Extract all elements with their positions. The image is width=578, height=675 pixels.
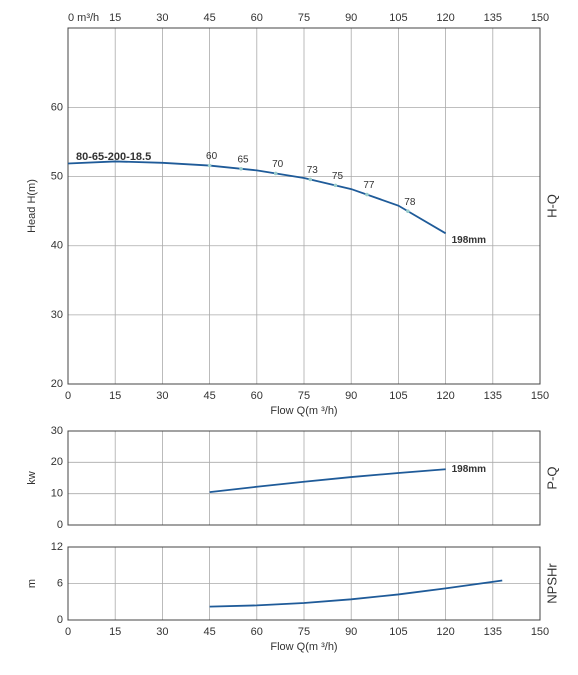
y-axis-label: kw [26,471,38,485]
y-tick-label: 20 [51,456,63,468]
x-tick-label: 150 [531,390,549,402]
line [67,160,447,235]
efficiency-label: 78 [404,197,416,208]
series-label: 198mm [452,464,487,475]
line [209,579,503,608]
x-tick-label: 15 [109,626,121,638]
efficiency-point [207,163,212,168]
x2-tick-label: 60 [251,12,263,24]
x-tick-label: 30 [156,626,168,638]
line [209,468,446,493]
efficiency-point [406,209,410,213]
y-tick-label: 6 [57,577,63,589]
x-tick-label: 75 [298,626,310,638]
efficiency-label: 60 [206,151,218,162]
x-tick-label: 105 [389,626,407,638]
x2-tick-label: 90 [345,12,357,24]
x-tick-label: 120 [436,626,454,638]
efficiency-label: 65 [238,154,250,165]
x-tick-label: 120 [436,390,454,402]
y-tick-label: 0 [57,519,63,531]
side-label: P-Q [544,466,559,489]
y-tick-label: 40 [51,240,63,252]
x2-tick-label: 105 [389,12,407,24]
y-axis-label: m [26,579,38,588]
x-tick-label: 135 [484,390,502,402]
x-tick-label: 135 [484,626,502,638]
efficiency-point [333,183,338,188]
x-tick-label: 30 [156,390,168,402]
x-tick-label: 45 [203,626,215,638]
x-axis-label: Flow Q(m ³/h) [270,405,337,417]
x-axis-label: Flow Q(m ³/h) [270,641,337,653]
efficiency-label: 73 [307,165,319,176]
y-tick-label: 12 [51,541,63,553]
series-label: 198mm [452,235,487,246]
x2-tick-label: 150 [531,12,549,24]
x-tick-label: 90 [345,626,357,638]
x-tick-label: 45 [203,390,215,402]
y-tick-label: 50 [51,171,63,183]
plot-frame [67,27,541,385]
y-tick-label: 10 [51,488,63,500]
y-tick-label: 30 [51,425,63,437]
efficiency-label: 70 [272,159,284,170]
x-tick-label: 15 [109,390,121,402]
x2-tick-label: 75 [298,12,310,24]
x-tick-label: 0 [65,626,71,638]
x-tick-label: 75 [298,390,310,402]
x2-tick-label: 15 [109,12,121,24]
y-tick-label: 60 [51,101,63,113]
x2-tick-label: 120 [436,12,454,24]
x2-tick-label: 135 [484,12,502,24]
chart-title: 80-65-200-18.5 [76,151,151,163]
efficiency-label: 77 [363,180,375,191]
plot-frame [67,546,541,621]
x-tick-label: 150 [531,626,549,638]
x2-tick-label: 30 [156,12,168,24]
efficiency-point [273,171,278,176]
x-tick-label: 60 [251,390,263,402]
efficiency-point [365,192,369,197]
side-label: H-Q [544,194,559,218]
x-tick-label: 90 [345,390,357,402]
y-tick-label: 0 [57,614,63,626]
y-tick-label: 20 [51,378,63,390]
x2-tick-label: 0 m³/h [68,12,99,24]
x-tick-label: 105 [389,390,407,402]
y-tick-label: 30 [51,309,63,321]
efficiency-label: 75 [332,171,344,182]
plot-frame [67,430,541,526]
efficiency-point [239,166,243,171]
y-axis-label: Head H(m) [26,179,38,233]
efficiency-point [308,177,313,182]
x-tick-label: 0 [65,390,71,402]
x-tick-label: 60 [251,626,263,638]
side-label: NPSHr [544,563,559,604]
x2-tick-label: 45 [203,12,215,24]
